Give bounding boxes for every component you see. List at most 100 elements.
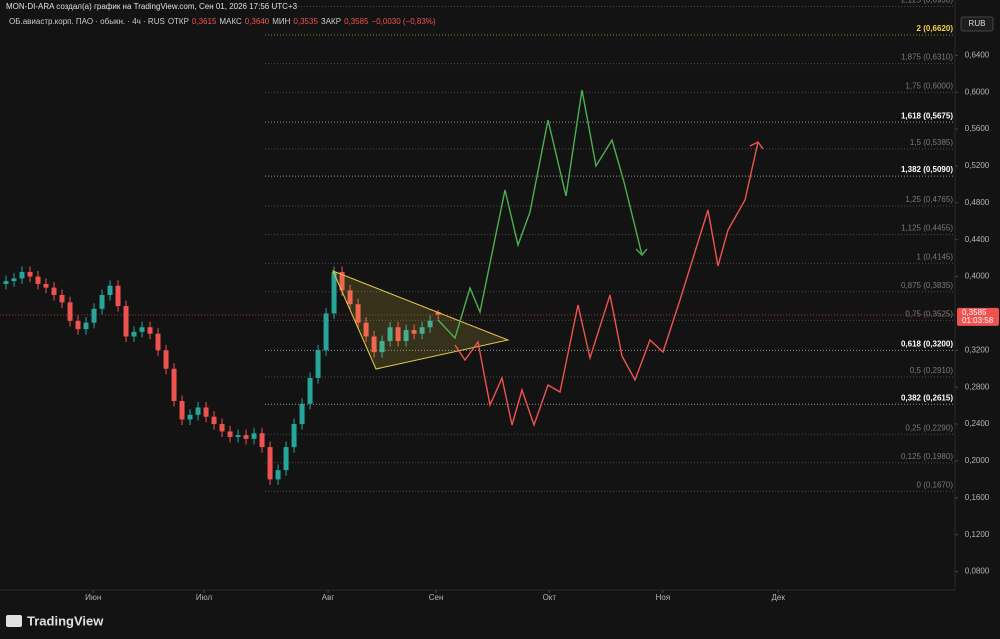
- fib-label: 0,75 (0,3525): [905, 309, 953, 318]
- candle-body: [259, 433, 265, 448]
- bullish-arrowhead: [635, 248, 648, 257]
- x-tick-label: Июл: [196, 593, 213, 602]
- fib-levels: 2,125 (0,6930) 2 (0,6620) 1,875 (0,6310) 1,…: [265, 0, 955, 492]
- candle-body: [211, 416, 217, 425]
- y-tick-label: 0,6000: [965, 87, 990, 96]
- candle-body: [163, 350, 169, 369]
- y-tick-label: 0,5200: [965, 161, 990, 170]
- fib-label: 0,5 (0,2910): [910, 366, 953, 375]
- candle-body: [411, 330, 417, 334]
- fib-label: 1,382 (0,5090): [901, 165, 953, 174]
- bearish-arrowhead: [749, 141, 764, 150]
- y-tick-label: 0,6400: [965, 50, 990, 59]
- candle-body: [395, 327, 401, 342]
- candle-body: [131, 331, 137, 337]
- y-tick-label: 0,2000: [965, 456, 990, 465]
- y-tick-label: 0,2800: [965, 382, 990, 391]
- candle-body: [147, 327, 153, 334]
- y-tick-label: 0,4800: [965, 198, 990, 207]
- last-price-label: 0,3585: [962, 308, 987, 317]
- candle-body: [155, 333, 161, 351]
- fib-label: 1,875 (0,6310): [901, 53, 953, 62]
- ohlc-value: 0,3615: [192, 17, 217, 26]
- candle-body: [251, 433, 257, 439]
- candle-body: [35, 276, 41, 284]
- candle-body: [379, 341, 385, 353]
- candle-body: [67, 302, 73, 321]
- candle-body: [3, 281, 9, 284]
- candle-body: [267, 447, 273, 480]
- currency[interactable]: RUB: [969, 19, 986, 28]
- y-tick-label: 0,2400: [965, 419, 990, 428]
- ohlc-name: МИН: [272, 17, 290, 26]
- candle-body: [435, 312, 441, 315]
- last-price-tag: [957, 307, 999, 326]
- candle-body: [307, 377, 313, 404]
- candle-body: [387, 327, 393, 342]
- ohlc-name: ОТКР: [168, 17, 189, 26]
- candle-body: [427, 320, 433, 328]
- candle-body: [331, 271, 337, 314]
- currency-button[interactable]: [960, 16, 994, 32]
- y-tick-label: 0,3200: [965, 345, 990, 354]
- fib-label: 1,75 (0,6000): [905, 81, 953, 90]
- candle-body: [195, 407, 201, 415]
- price-axis: 0,0800 0,1200 0,1600 0,2000 0,2400 0,2800 0,32…: [85, 50, 999, 602]
- candle-body: [243, 435, 249, 439]
- fib-label: 0,382 (0,2615): [901, 393, 953, 402]
- candle-body: [171, 368, 177, 402]
- fib-label: 1,25 (0,4765): [905, 195, 953, 204]
- candle-body: [115, 285, 121, 307]
- y-tick-label: 0,4400: [965, 235, 990, 244]
- y-tick-label: 0,1200: [965, 530, 990, 539]
- candle-body: [291, 424, 297, 448]
- symbol-title: ОБ.авиастр.корп. ПАО · обыкн. · 4ч · RUS: [9, 17, 165, 26]
- candle-body: [219, 424, 225, 432]
- candle-body: [107, 285, 113, 295]
- bullish-projection: [437, 89, 643, 340]
- fib-label: 1,618 (0,5675): [901, 111, 953, 120]
- candle-body: [403, 330, 409, 342]
- candle-body: [299, 403, 305, 425]
- candle-body: [51, 287, 57, 295]
- candle-body: [227, 431, 233, 437]
- symbol-info: ОБ.авиастр.корп. ПАО · обыкн. · 4ч · RUS…: [9, 17, 436, 26]
- ohlc-value: 0,3585: [344, 17, 369, 26]
- bearish-projection: [454, 141, 759, 428]
- header: MON-DI-ARA создал(а) график на TradingVi…: [6, 2, 298, 11]
- candle-body: [99, 295, 105, 309]
- y-tick-label: 0,1600: [965, 493, 990, 502]
- candle-body: [419, 327, 425, 334]
- candle-body: [347, 290, 353, 305]
- y-tick-label: 0,5600: [965, 124, 990, 133]
- candle-body: [75, 320, 81, 330]
- candle-body: [355, 304, 361, 323]
- ohlc-name: ЗАКР: [321, 17, 341, 26]
- candle-body: [19, 271, 25, 279]
- candle-body: [27, 271, 33, 277]
- candle-body: [275, 470, 281, 480]
- fib-label: 0,618 (0,3200): [901, 339, 953, 348]
- countdown: 01:03:58: [962, 316, 994, 325]
- candle-body: [179, 401, 185, 420]
- candle-body: [91, 308, 97, 323]
- candle-body: [83, 322, 89, 330]
- candle-body: [323, 313, 329, 351]
- fib-label: 0,875 (0,3835): [901, 281, 953, 290]
- candle-body: [371, 336, 377, 353]
- candle-body: [339, 271, 345, 291]
- footer-logo: TradingView: [27, 613, 104, 628]
- candle-body: [59, 295, 65, 303]
- tv-logo-icon: [6, 615, 22, 627]
- candle-body: [363, 322, 369, 337]
- x-tick-label: Окт: [543, 593, 557, 602]
- ohlc-name: МАКС: [219, 17, 242, 26]
- fib-label: 1,125 (0,4455): [901, 224, 953, 233]
- candle-body: [123, 306, 129, 337]
- candles: [3, 266, 441, 485]
- candle-body: [139, 327, 145, 332]
- fib-label: 2,125 (0,6930): [901, 0, 953, 5]
